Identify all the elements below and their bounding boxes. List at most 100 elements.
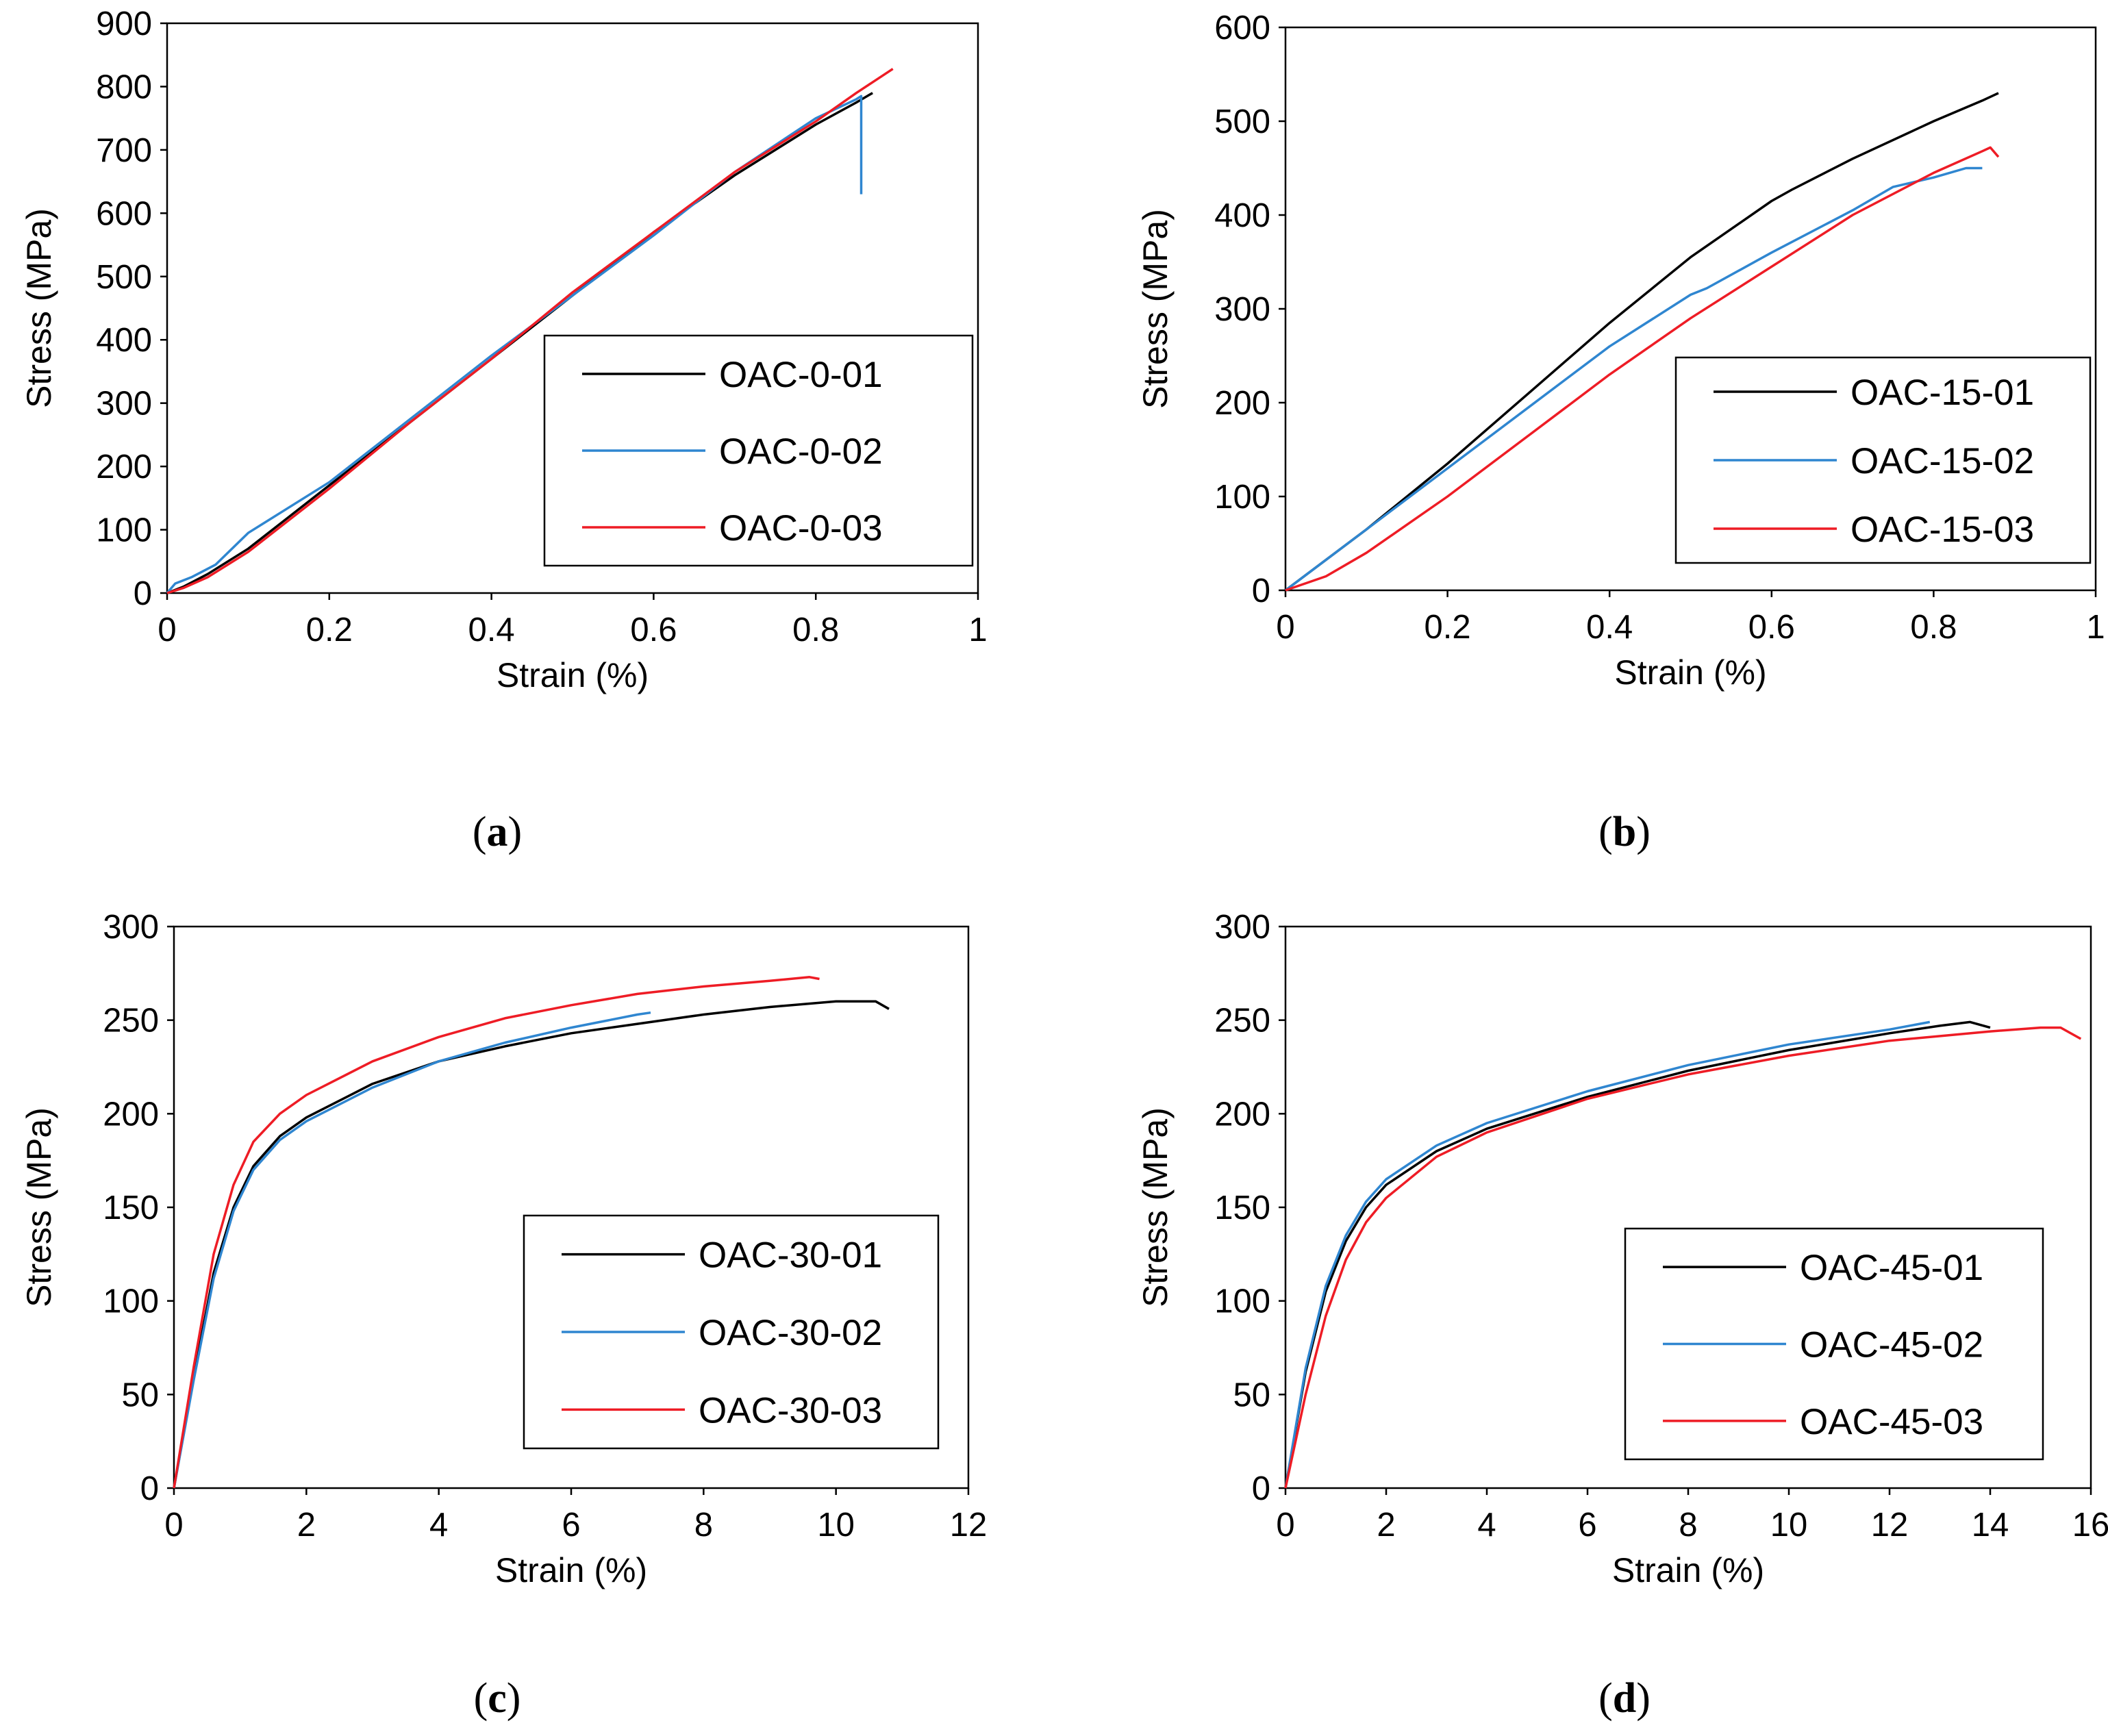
x-tick-label: 14 xyxy=(1972,1507,2009,1544)
series-line-oac-45-01 xyxy=(1284,1020,1991,1489)
x-tick-label: 10 xyxy=(1770,1507,1808,1544)
y-tick-label: 0 xyxy=(134,575,152,612)
panel-caption: (c) xyxy=(474,1675,521,1722)
y-tick-label: 300 xyxy=(96,386,152,423)
y-tick-label: 800 xyxy=(96,68,152,105)
y-tick-label: 200 xyxy=(103,1096,159,1133)
x-tick-label: 12 xyxy=(1871,1507,1909,1544)
panel-caption: (b) xyxy=(1598,809,1651,855)
x-tick-label: 0 xyxy=(164,1507,183,1544)
y-tick-label: 250 xyxy=(103,1003,159,1040)
y-tick-label: 100 xyxy=(96,512,152,549)
x-tick-label: 8 xyxy=(694,1507,713,1544)
x-tick-label: 2 xyxy=(297,1507,316,1544)
x-tick-label: 0.6 xyxy=(630,612,677,649)
series-line-oac-30-02 xyxy=(173,1011,651,1489)
y-tick-label: 50 xyxy=(1233,1376,1270,1413)
legend-label: OAC-0-03 xyxy=(719,508,883,549)
y-tick-label: 300 xyxy=(103,909,159,946)
x-tick-label: 0.6 xyxy=(1748,609,1795,646)
y-tick-label: 700 xyxy=(96,132,152,169)
legend-label: OAC-0-02 xyxy=(719,431,883,472)
series-line-oac-0-03 xyxy=(166,68,894,594)
legend-label: OAC-30-02 xyxy=(699,1313,882,1353)
y-tick-label: 0 xyxy=(1252,573,1270,609)
x-tick-label: 16 xyxy=(2072,1507,2108,1544)
legend-label: OAC-30-03 xyxy=(699,1390,882,1431)
x-tick-label: 10 xyxy=(817,1507,855,1544)
y-tick-label: 900 xyxy=(96,5,152,42)
panel-caption: (a) xyxy=(473,809,522,855)
chart-panel-b: 0 100 200 300 400 500 600 0 0.2 0.4 0.6 0.8 1 Strain … xyxy=(1136,10,2105,855)
y-tick-label: 400 xyxy=(96,322,152,359)
x-tick-label: 4 xyxy=(429,1507,448,1544)
y-tick-label: 50 xyxy=(121,1376,159,1413)
y-tick-label: 200 xyxy=(1214,385,1270,422)
legend: OAC-0-01 OAC-0-02 OAC-0-03 xyxy=(543,334,974,567)
y-tick-label: 100 xyxy=(103,1283,159,1320)
y-axis-title: Stress (MPa) xyxy=(1136,209,1175,409)
y-axis-title: Stress (MPa) xyxy=(20,1107,58,1307)
legend-label: OAC-15-03 xyxy=(1850,510,2034,550)
y-tick-label: 600 xyxy=(1214,10,1270,47)
y-tick-label: 500 xyxy=(96,259,152,296)
series-line-oac-15-03 xyxy=(1285,146,2000,592)
chart-panel-c: 0 50 100 150 200 250 300 0 2 4 6 8 10 12 Strain (%) Str… xyxy=(20,909,987,1722)
y-tick-label: 300 xyxy=(1214,291,1270,328)
x-tick-label: 0.2 xyxy=(306,612,353,649)
x-tick-label: 0 xyxy=(1276,609,1294,646)
x-tick-label: 1 xyxy=(2086,609,2105,646)
y-tick-label: 200 xyxy=(96,449,152,486)
x-axis-title: Strain (%) xyxy=(497,656,649,694)
legend-label: OAC-45-01 xyxy=(1800,1248,1983,1288)
series-line-oac-30-03 xyxy=(173,976,820,1489)
y-tick-label: 300 xyxy=(1214,909,1270,946)
chart-panel-d: 0 50 100 150 200 250 300 0 2 4 6 8 10 12 14 16 Strain (%… xyxy=(1136,909,2108,1722)
x-tick-label: 0.2 xyxy=(1425,609,1471,646)
series-line-oac-45-03 xyxy=(1284,1026,2082,1489)
legend-label: OAC-0-01 xyxy=(719,355,883,395)
y-tick-label: 150 xyxy=(1214,1190,1270,1226)
y-tick-label: 150 xyxy=(103,1190,159,1226)
y-tick-label: 100 xyxy=(1214,1283,1270,1320)
x-tick-label: 8 xyxy=(1679,1507,1697,1544)
x-tick-label: 0 xyxy=(1276,1507,1294,1544)
chart-panel-a: 0 100 200 300 400 500 600 700 800 900 0 0.2 0.4 0.6 0.… xyxy=(20,5,988,855)
series-line-oac-0-02 xyxy=(166,95,863,594)
x-tick-label: 1 xyxy=(968,612,987,649)
x-tick-label: 0.4 xyxy=(1586,609,1633,646)
x-tick-label: 2 xyxy=(1377,1507,1395,1544)
legend-label: OAC-45-03 xyxy=(1800,1402,1983,1442)
y-tick-label: 400 xyxy=(1214,197,1270,234)
panel-caption: (d) xyxy=(1598,1675,1651,1722)
legend-label: OAC-30-01 xyxy=(699,1235,882,1276)
x-tick-label: 4 xyxy=(1477,1507,1496,1544)
series-line-oac-45-02 xyxy=(1284,1020,1931,1489)
legend-label: OAC-15-01 xyxy=(1850,373,2034,413)
x-tick-label: 0 xyxy=(158,612,176,649)
plot-area-frame xyxy=(166,22,979,594)
y-tick-label: 200 xyxy=(1214,1096,1270,1133)
x-tick-label: 0.4 xyxy=(468,612,515,649)
legend: OAC-15-01 OAC-15-02 OAC-15-03 xyxy=(1674,356,2092,564)
legend: OAC-45-01 OAC-45-02 OAC-45-03 xyxy=(1624,1227,2044,1461)
y-axis-title: Stress (MPa) xyxy=(1136,1107,1175,1307)
x-tick-label: 6 xyxy=(1578,1507,1596,1544)
x-tick-label: 12 xyxy=(950,1507,988,1544)
y-tick-label: 0 xyxy=(1252,1470,1270,1507)
legend: OAC-30-01 OAC-30-02 OAC-30-03 xyxy=(523,1214,940,1450)
y-tick-label: 100 xyxy=(1214,479,1270,516)
y-axis-title: Stress (MPa) xyxy=(20,208,58,408)
x-tick-label: 0.8 xyxy=(1910,609,1957,646)
y-tick-label: 600 xyxy=(96,195,152,232)
series-line-oac-15-01 xyxy=(1284,92,1999,592)
series-line-oac-15-02 xyxy=(1284,166,1983,592)
legend-label: OAC-45-02 xyxy=(1800,1325,1983,1366)
x-tick-label: 6 xyxy=(562,1507,580,1544)
x-axis-title: Strain (%) xyxy=(1612,1551,1764,1589)
x-axis-title: Strain (%) xyxy=(495,1551,647,1589)
x-tick-label: 0.8 xyxy=(792,612,839,649)
x-axis-title: Strain (%) xyxy=(1614,653,1766,692)
y-tick-label: 500 xyxy=(1214,103,1270,140)
